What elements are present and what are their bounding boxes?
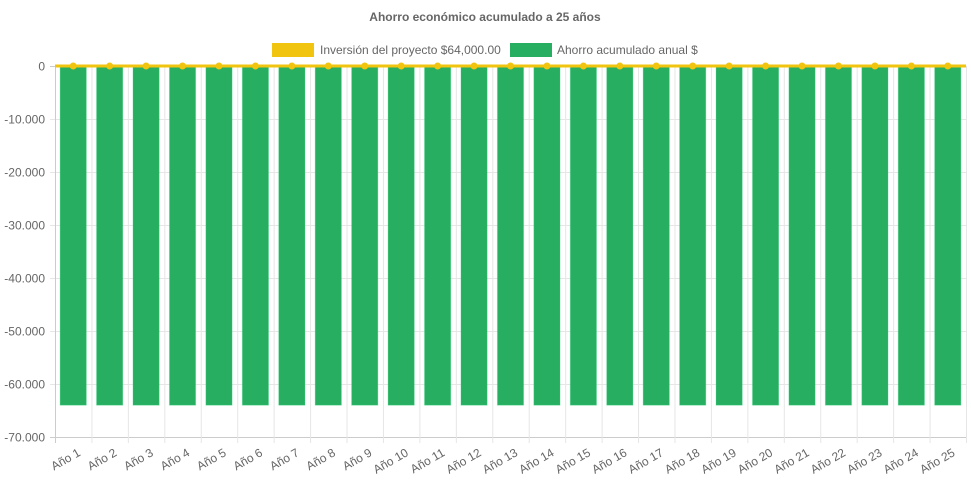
y-tick-label: -10.000 bbox=[4, 113, 45, 127]
bar bbox=[715, 65, 743, 406]
x-tick-label: Año 14 bbox=[516, 445, 556, 476]
x-tick-label: Año 12 bbox=[444, 445, 484, 476]
x-tick-label: Año 18 bbox=[662, 445, 702, 476]
legend-item-investment[interactable]: Inversión del proyecto $64,000.00 bbox=[272, 43, 501, 57]
bar bbox=[824, 65, 853, 406]
investment-point bbox=[871, 62, 879, 70]
investment-point bbox=[69, 62, 77, 70]
investment-point bbox=[251, 62, 259, 70]
investment-point bbox=[324, 62, 332, 70]
bar bbox=[642, 65, 670, 406]
y-tick-label: -60.000 bbox=[4, 378, 45, 392]
y-tick-label: -30.000 bbox=[4, 219, 45, 233]
investment-point bbox=[397, 62, 405, 70]
bar bbox=[751, 65, 780, 406]
x-tick-label: Año 9 bbox=[340, 445, 374, 473]
investment-point bbox=[142, 62, 150, 70]
y-tick-label: -40.000 bbox=[4, 272, 45, 286]
bar bbox=[679, 65, 707, 406]
bar bbox=[96, 65, 124, 406]
x-tick-label: Año 15 bbox=[553, 445, 593, 476]
investment-point bbox=[689, 62, 697, 70]
x-tick-label: Año 4 bbox=[158, 445, 192, 473]
bar bbox=[533, 65, 561, 406]
bar bbox=[168, 65, 197, 406]
bar bbox=[351, 65, 379, 406]
investment-point bbox=[907, 62, 915, 70]
bar bbox=[897, 65, 925, 406]
investment-point bbox=[470, 62, 478, 70]
investment-point bbox=[215, 62, 223, 70]
x-tick-label: Año 6 bbox=[231, 445, 265, 473]
x-tick-label: Año 2 bbox=[85, 445, 119, 473]
x-tick-label: Año 16 bbox=[589, 445, 629, 476]
x-tick-label: Año 10 bbox=[371, 445, 411, 476]
investment-point bbox=[543, 62, 551, 70]
y-tick-label: -70.000 bbox=[4, 431, 45, 445]
bar bbox=[205, 65, 233, 406]
bar bbox=[569, 65, 597, 406]
investment-point bbox=[652, 62, 660, 70]
bar bbox=[934, 65, 962, 406]
x-tick-label: Año 3 bbox=[121, 445, 155, 473]
bar bbox=[387, 65, 415, 406]
x-tick-label: Año 7 bbox=[267, 445, 301, 473]
investment-point bbox=[288, 62, 296, 70]
bar bbox=[132, 65, 160, 406]
bar bbox=[278, 65, 306, 406]
y-tick-label: -20.000 bbox=[4, 166, 45, 180]
x-tick-label: Año 20 bbox=[735, 445, 775, 476]
y-tick-label: -50.000 bbox=[4, 325, 45, 339]
investment-point bbox=[616, 62, 624, 70]
legend: Inversión del proyecto $64,000.00 Ahorro… bbox=[272, 43, 698, 57]
investment-point bbox=[579, 62, 587, 70]
legend-swatch-savings bbox=[510, 43, 552, 57]
x-tick-label: Año 13 bbox=[480, 445, 520, 476]
x-tick-label: Año 21 bbox=[772, 445, 812, 476]
investment-point bbox=[944, 62, 952, 70]
bar bbox=[788, 65, 816, 406]
investment-point bbox=[834, 62, 842, 70]
legend-item-savings[interactable]: Ahorro acumulado anual $ bbox=[510, 43, 698, 57]
investment-point bbox=[725, 62, 733, 70]
x-tick-label: Año 17 bbox=[626, 445, 666, 476]
x-tick-label: Año 22 bbox=[808, 445, 848, 476]
investment-point bbox=[762, 62, 770, 70]
legend-label-investment: Inversión del proyecto $64,000.00 bbox=[320, 43, 501, 57]
investment-point bbox=[106, 62, 114, 70]
bar bbox=[314, 65, 342, 406]
investment-point bbox=[361, 62, 369, 70]
x-tick-label: Año 24 bbox=[881, 445, 921, 476]
bar bbox=[496, 65, 525, 406]
x-tick-label: Año 23 bbox=[844, 445, 884, 476]
bar bbox=[861, 65, 889, 406]
bar bbox=[241, 65, 270, 406]
investment-point bbox=[179, 62, 187, 70]
legend-swatch-investment bbox=[272, 43, 314, 57]
bar bbox=[606, 65, 634, 406]
investment-point bbox=[507, 62, 514, 70]
y-tick-label: 0 bbox=[38, 60, 45, 74]
bar bbox=[59, 65, 87, 406]
legend-label-savings: Ahorro acumulado anual $ bbox=[557, 43, 698, 57]
chart-title: Ahorro económico acumulado a 25 años bbox=[369, 10, 601, 24]
x-tick-label: Año 19 bbox=[699, 445, 739, 476]
x-tick-label: Año 25 bbox=[917, 445, 957, 476]
investment-point bbox=[798, 62, 806, 70]
x-tick-label: Año 11 bbox=[408, 445, 447, 476]
bar bbox=[460, 65, 488, 406]
x-tick-label: Año 1 bbox=[49, 445, 83, 473]
x-tick-label: Año 8 bbox=[304, 445, 338, 473]
x-tick-label: Año 5 bbox=[194, 445, 228, 473]
investment-point bbox=[434, 62, 442, 70]
bar bbox=[424, 65, 452, 406]
